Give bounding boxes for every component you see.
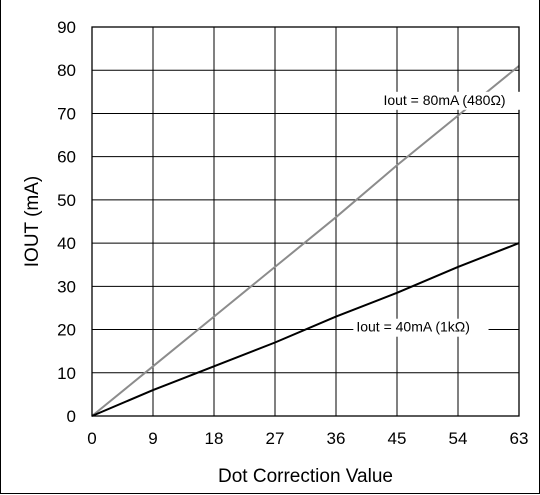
y-tick-label: 30 (57, 277, 76, 296)
y-tick-label: 40 (57, 234, 76, 253)
x-tick-labels: 0 9 18 27 36 45 54 63 (87, 429, 528, 448)
series-line-0 (91, 65, 520, 417)
grid (91, 26, 520, 417)
series-line-1 (91, 242, 520, 417)
y-tick-label: 0 (67, 407, 76, 426)
series-group (91, 65, 520, 417)
series-annotation-1: Iout = 40mA (1kΩ) (356, 319, 470, 335)
y-tick-labels: 0 10 20 30 40 50 60 70 80 90 (57, 18, 76, 426)
y-tick-label: 80 (57, 61, 76, 80)
plot-border (91, 26, 520, 417)
y-tick-label: 60 (57, 148, 76, 167)
y-tick-label: 90 (57, 18, 76, 37)
annotation-bg (380, 91, 524, 110)
x-tick-label: 9 (148, 429, 157, 448)
x-tick-label: 63 (510, 429, 529, 448)
x-tick-label: 36 (327, 429, 346, 448)
y-tick-label: 20 (57, 321, 76, 340)
annotation-bg (353, 318, 489, 337)
series-annotation-0: Iout = 80mA (480Ω) (383, 92, 505, 108)
x-tick-label: 18 (205, 429, 224, 448)
y-tick-label: 70 (57, 104, 76, 123)
annotations: Iout = 80mA (480Ω) Iout = 40mA (1kΩ) (353, 91, 524, 337)
y-axis-label: IOUT (mA) (22, 176, 43, 267)
x-tick-label: 54 (449, 429, 468, 448)
x-tick-label: 0 (87, 429, 96, 448)
y-tick-label: 50 (57, 191, 76, 210)
x-tick-label: 27 (266, 429, 285, 448)
y-tick-label: 10 (57, 364, 76, 383)
x-tick-label: 45 (388, 429, 407, 448)
x-axis-label: Dot Correction Value (218, 466, 393, 487)
